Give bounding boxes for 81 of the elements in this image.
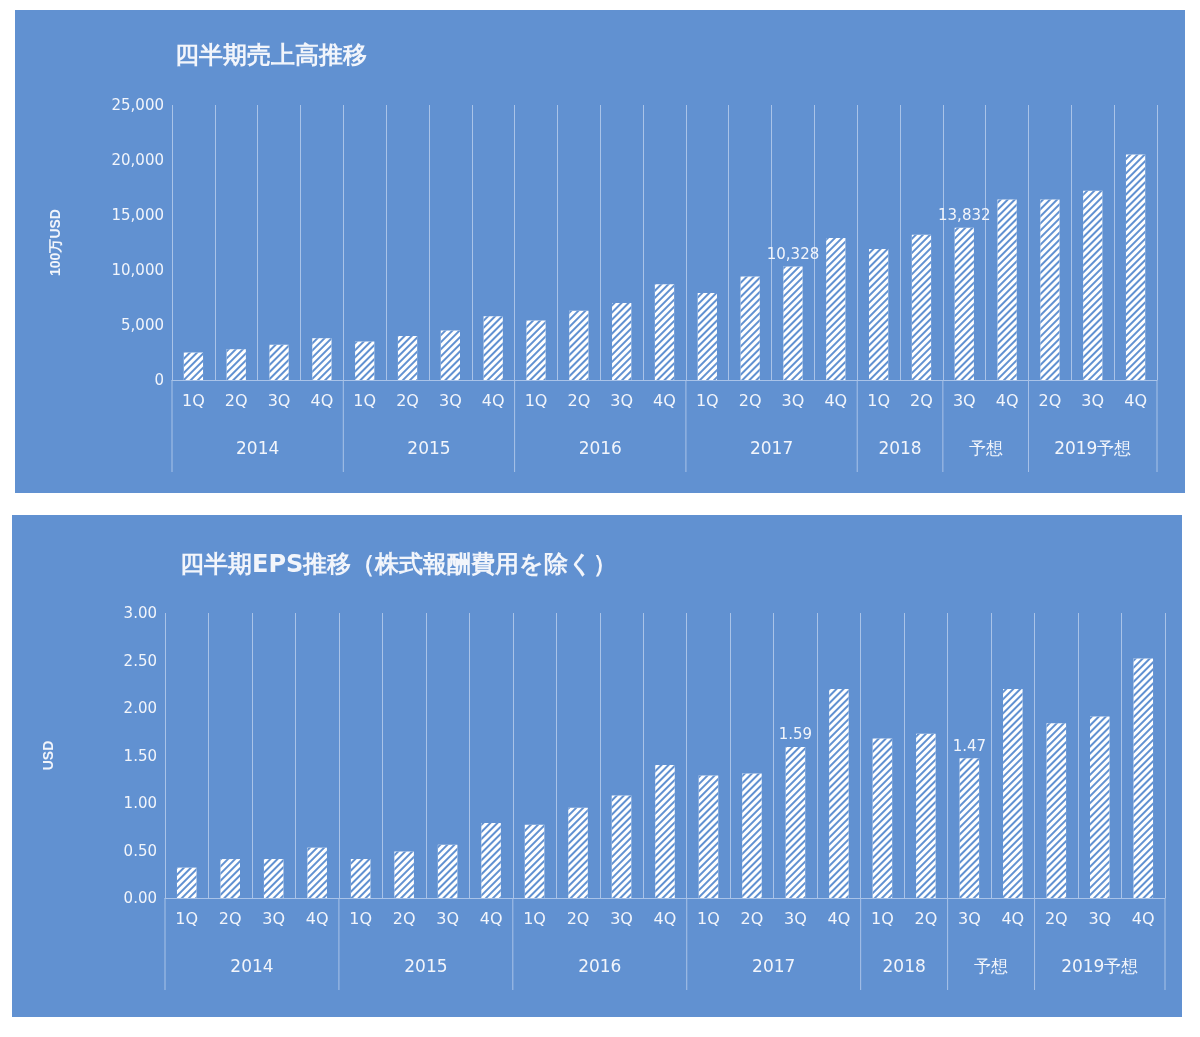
x-tick-label: 2Q (392, 908, 416, 928)
x-tick-label: 1Q (349, 908, 373, 928)
x-tick-label: 4Q (827, 908, 851, 928)
x-tick-label: 4Q (481, 390, 505, 410)
y-axis-title: 100万USD (47, 209, 63, 276)
x-tick-label: 3Q (262, 908, 286, 928)
text: 予想 (968, 438, 1003, 458)
x-tick-label: 1Q (353, 390, 377, 410)
y-tick-label: 0 (154, 371, 164, 389)
x-tick-label: 1Q (697, 908, 720, 928)
y-tick-label: 10,000 (111, 261, 164, 279)
x-tick-label: 4Q (653, 390, 676, 410)
text: 2019予想 (1054, 438, 1132, 458)
x-tick-label: 3Q (267, 390, 291, 410)
chart-title: 四半期EPS推移（株式報酬費用を除く） (180, 550, 618, 578)
x-tick-label: 1Q (871, 908, 894, 928)
y-tick-label: 3.00 (123, 604, 157, 622)
y-tick-label: 20,000 (111, 151, 164, 169)
y-tick-label: 0.50 (123, 841, 157, 860)
x-tick-label: 2Q (224, 390, 248, 410)
x-tick-label: 4Q (995, 390, 1019, 410)
x-tick-label: 1Q (695, 390, 719, 410)
x-tick-label: 4Q (653, 908, 677, 928)
x-tick-label: 3Q (957, 908, 981, 928)
x-tick-label: 2Q (1038, 390, 1062, 410)
x-tick-label: 2Q (566, 908, 590, 928)
x-tick-label: 3Q (438, 390, 462, 410)
y-tick-label: 5,000 (121, 316, 164, 334)
x-tick-label: 4Q (479, 908, 503, 928)
x-tick-label: 1Q (867, 390, 891, 410)
text: 2015 (407, 438, 451, 458)
x-tick-label: 2Q (910, 390, 933, 410)
data-label: 13,832 (938, 206, 991, 225)
x-tick-label: 2Q (396, 390, 419, 410)
chart-title: 四半期売上高推移 (175, 41, 367, 69)
x-tick-label: 4Q (310, 390, 334, 410)
x-tick-label: 2Q (1044, 908, 1068, 928)
x-tick-label: 3Q (610, 390, 634, 410)
x-tick-label: 3Q (436, 908, 459, 928)
y-tick-label: 2.00 (123, 699, 157, 717)
text: 2014 (236, 438, 280, 458)
x-tick-label: 2Q (914, 908, 938, 928)
text: 2019予想 (1061, 956, 1139, 976)
y-tick-label: 25,000 (111, 96, 164, 114)
text: 2017 (752, 956, 796, 976)
y-tick-label: 1.50 (123, 746, 157, 765)
y-tick-label: 0.00 (123, 889, 157, 907)
x-tick-label: 3Q (1081, 390, 1105, 410)
x-tick-label: 1Q (182, 390, 205, 410)
x-tick-label: 1Q (175, 908, 199, 928)
x-tick-label: 2Q (738, 390, 762, 410)
x-tick-label: 4Q (824, 390, 848, 410)
text: 2016 (578, 438, 622, 458)
x-tick-label: 4Q (305, 908, 329, 928)
x-tick-label: 2Q (567, 390, 591, 410)
text: 2016 (578, 956, 622, 976)
text: 2018 (878, 438, 922, 458)
y-tick-label: 2.50 (123, 651, 157, 670)
x-tick-label: 4Q (1124, 390, 1147, 410)
x-tick-label: 3Q (610, 908, 633, 928)
text: 予想 (974, 956, 1009, 976)
x-tick-label: 3Q (952, 390, 976, 410)
data-label: 1.47 (952, 736, 987, 755)
x-tick-label: 3Q (781, 390, 805, 410)
y-tick-label: 15,000 (111, 206, 164, 224)
x-tick-label: 1Q (524, 390, 548, 410)
x-tick-label: 3Q (1088, 908, 1112, 928)
text: 2017 (749, 438, 794, 458)
x-tick-label: 4Q (1001, 908, 1025, 928)
text: 2018 (882, 956, 926, 976)
data-label: 1.59 (778, 725, 813, 744)
x-tick-label: 2Q (218, 908, 242, 928)
x-tick-label: 3Q (784, 908, 807, 928)
data-label: 10,328 (766, 244, 820, 263)
x-tick-label: 1Q (523, 908, 546, 928)
text: 2014 (230, 956, 274, 976)
text: 2015 (404, 956, 448, 976)
x-tick-label: 4Q (1131, 908, 1155, 928)
x-tick-label: 2Q (740, 908, 764, 928)
y-axis-title: USD (40, 740, 56, 771)
y-tick-label: 1.00 (123, 794, 157, 812)
